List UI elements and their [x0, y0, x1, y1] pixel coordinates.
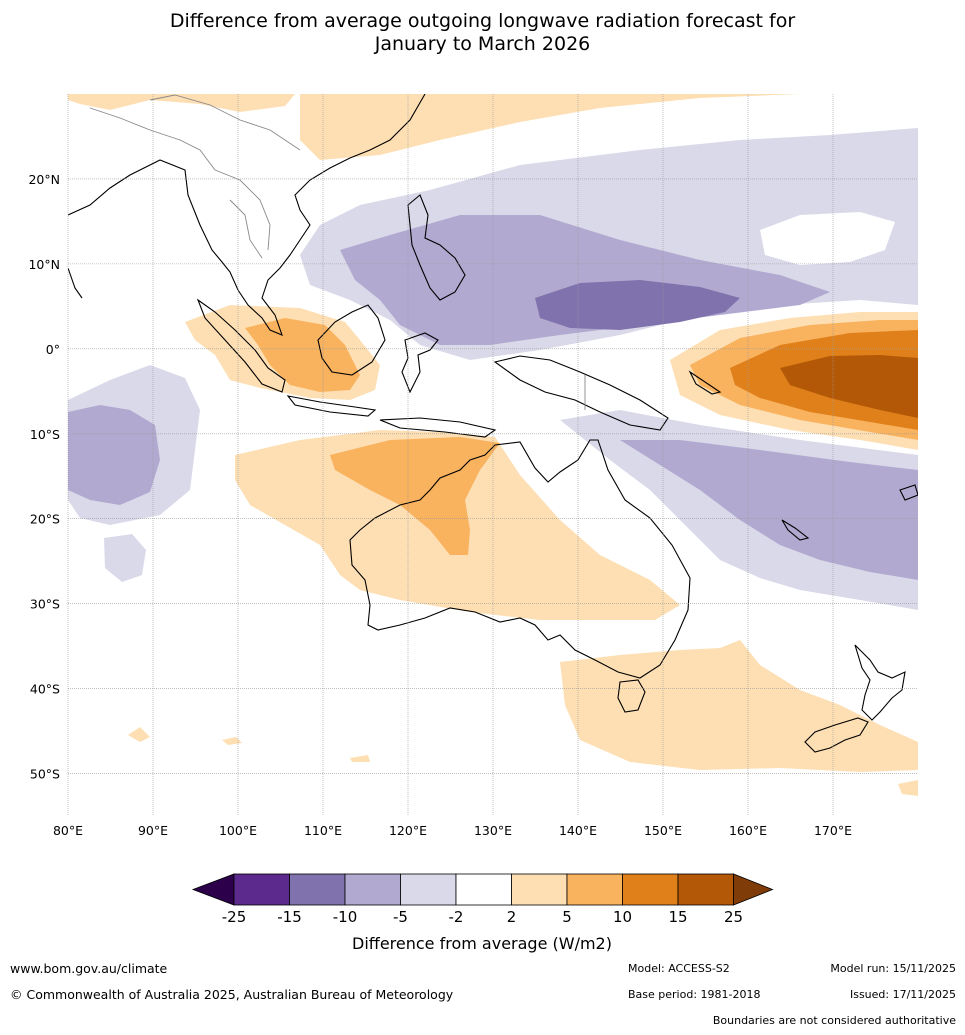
border-line — [214, 169, 271, 251]
colorbar-swatch — [511, 873, 568, 906]
coastline-fiji — [899, 484, 918, 501]
lon-tick-label: 130°E — [474, 823, 512, 838]
map-title: Difference from average outgoing longwav… — [0, 10, 965, 56]
anomaly-region — [560, 640, 918, 772]
colorbar-swatch — [566, 873, 623, 906]
colorbar-tick-label: 25 — [724, 908, 743, 926]
lon-tick-label: 90°E — [138, 823, 168, 838]
issued-date: Issued: 17/11/2025 — [849, 988, 956, 1001]
lat-tick-label: 10°S — [30, 427, 60, 442]
colorbar-swatch — [233, 873, 290, 906]
lat-tick-label: 10°N — [28, 257, 60, 272]
boundaries-disclaimer: Boundaries are not considered authoritat… — [712, 1014, 956, 1027]
coastline-tasmania — [617, 679, 646, 713]
colorbar-tick-label: 2 — [507, 908, 517, 926]
colorbar-tick-label: 5 — [562, 908, 572, 926]
lon-tick-label: 150°E — [644, 823, 682, 838]
lat-tick-label: 50°S — [30, 767, 60, 782]
anomaly-region — [222, 737, 242, 745]
model-name: Model: ACCESS-S2 — [628, 962, 730, 975]
anomaly-region — [620, 440, 918, 580]
colorbar-swatch — [344, 873, 401, 906]
lon-tick-label: 140°E — [559, 823, 597, 838]
anomaly-region — [330, 437, 500, 555]
coastline-asia — [68, 94, 426, 336]
coastline-india-east — [68, 267, 83, 299]
lon-tick-label: 170°E — [814, 823, 852, 838]
graticule — [67, 94, 918, 816]
lon-tick-label: 110°E — [304, 823, 342, 838]
lon-tick-label: 160°E — [729, 823, 767, 838]
anomaly-region — [535, 280, 740, 330]
coastline-australia — [349, 439, 691, 679]
colorbar-tick-label: -2 — [449, 908, 464, 926]
anomaly-fields — [68, 94, 918, 796]
coastline-new-guinea — [493, 355, 669, 431]
anomaly-region — [350, 755, 370, 762]
anomaly-region — [245, 318, 360, 392]
anomaly-region — [898, 780, 918, 796]
coastline-sulawesi — [401, 332, 439, 394]
coastline-new-zealand-north — [854, 644, 906, 721]
lon-tick-label: 100°E — [219, 823, 257, 838]
coastline-philippines — [407, 194, 466, 301]
colorbar-tick-label: 10 — [613, 908, 632, 926]
coastline-sumatra — [196, 298, 286, 393]
coastline-borneo — [317, 304, 386, 376]
coastline-new-caledonia — [781, 519, 810, 541]
colorbar-tick-label: -25 — [222, 908, 247, 926]
colorbar-swatch — [455, 873, 512, 906]
anomaly-region — [300, 94, 800, 160]
model-run-date: Model run: 15/11/2025 — [830, 962, 956, 975]
lat-tick-label: 20°N — [28, 172, 60, 187]
anomaly-region — [128, 727, 150, 742]
colorbar-swatch — [289, 873, 346, 906]
colorbar-over-arrow — [733, 873, 774, 906]
colorbar-tick-label: -10 — [333, 908, 358, 926]
lat-tick-label: 0° — [46, 342, 60, 357]
anomaly-region — [68, 405, 160, 505]
colorbar-swatch — [622, 873, 679, 906]
colorbar-tick-label: 15 — [668, 908, 687, 926]
title-line-1: Difference from average outgoing longwav… — [169, 10, 796, 32]
colorbar-under-arrow — [191, 873, 235, 906]
border-line — [89, 107, 216, 171]
colorbar: -25 -15 -10 -5 -2 2 5 10 15 25 — [191, 873, 774, 926]
lat-tick-label: 30°S — [30, 597, 60, 612]
coastline-solomon-islands — [688, 370, 722, 395]
lon-tick-label: 80°E — [53, 823, 83, 838]
copyright-notice: © Commonwealth of Australia 2025, Austra… — [10, 987, 454, 1002]
coastline-java — [286, 395, 377, 417]
colorbar-swatch — [400, 873, 457, 906]
colorbar-label: Difference from average (W/m2) — [352, 934, 612, 953]
lon-axis-labels: 80°E 90°E 100°E 110°E 120°E 130°E 140°E 150°E 16… — [53, 823, 852, 838]
anomaly-region — [760, 212, 895, 265]
colorbar-swatch — [677, 873, 734, 906]
colorbar-tick-label: -5 — [393, 908, 408, 926]
title-line-2: January to March 2026 — [374, 33, 591, 55]
country-borders — [89, 94, 586, 410]
website-link[interactable]: www.bom.gov.au/climate — [10, 961, 168, 976]
lat-tick-label: 20°S — [30, 512, 60, 527]
anomaly-region — [104, 534, 146, 582]
lat-axis-labels: 20°N 10°N 0° 10°S 20°S 30°S 40°S 50°S — [28, 172, 60, 782]
anomaly-region — [780, 355, 918, 418]
colorbar-tick-label: -15 — [277, 908, 302, 926]
base-period: Base period: 1981-2018 — [628, 988, 761, 1001]
border-line — [229, 199, 263, 259]
coastlines — [68, 94, 918, 753]
lat-tick-label: 40°S — [30, 682, 60, 697]
lon-tick-label: 120°E — [389, 823, 427, 838]
border-line — [149, 94, 301, 151]
coastline-new-zealand-south — [804, 717, 869, 753]
